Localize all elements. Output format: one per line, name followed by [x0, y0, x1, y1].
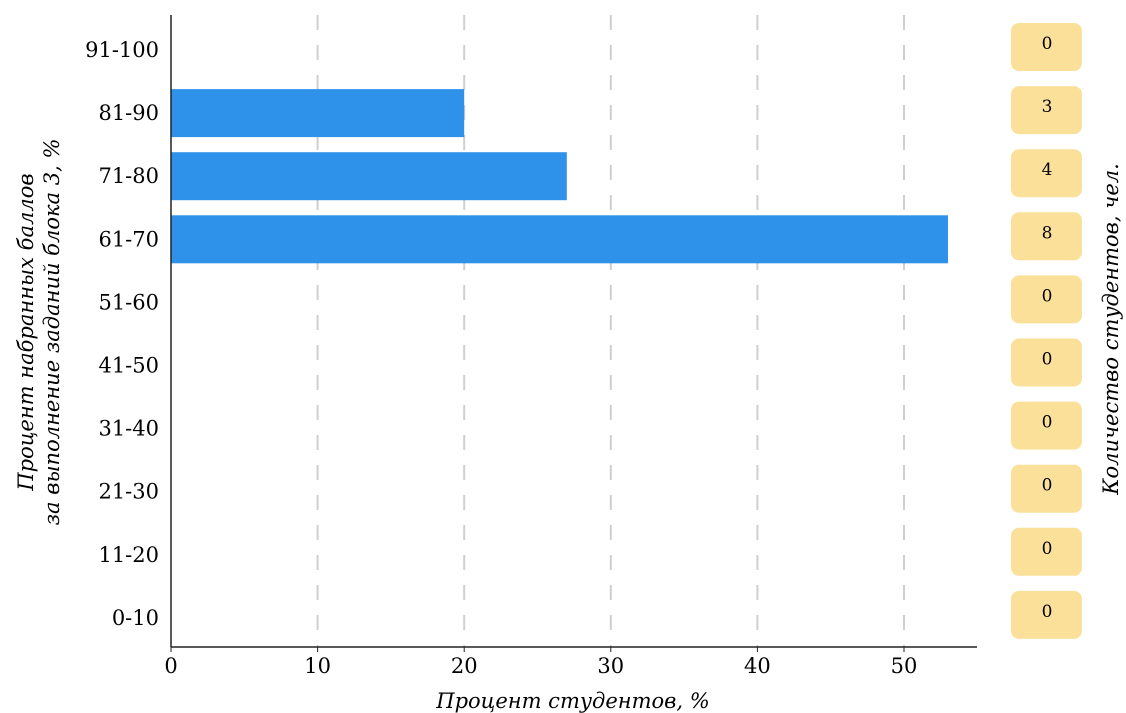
- x-tick-label: 30: [597, 654, 624, 678]
- count-label: 4: [1042, 160, 1053, 180]
- x-tick-label: 40: [744, 654, 771, 678]
- y-tick-label: 11-20: [98, 543, 159, 567]
- y-tick-label: 0-10: [112, 606, 159, 630]
- x-tick-label: 10: [304, 654, 331, 678]
- bar: [171, 89, 465, 138]
- count-label: 0: [1042, 602, 1053, 622]
- count-badge: [1011, 338, 1082, 387]
- bars: [171, 89, 948, 264]
- count-label: 3: [1042, 97, 1053, 117]
- count-badge: [1011, 401, 1082, 450]
- y-tick-label: 61-70: [98, 227, 159, 251]
- count-badge: [1011, 149, 1082, 198]
- bar: [171, 152, 567, 201]
- right-axis-title: Количество студентов, чел.: [1099, 163, 1123, 496]
- count-label: 0: [1042, 286, 1053, 306]
- count-badge: [1011, 23, 1082, 71]
- y-tick-label: 31-40: [98, 417, 159, 441]
- y-tick-label: 21-30: [98, 480, 159, 504]
- x-tick-label: 20: [451, 654, 478, 678]
- y-tick-labels: 91-100 81-90 71-80 61-70 51-60 41-50 31-40 21-3…: [85, 38, 159, 630]
- y-tick-label: 51-60: [98, 290, 159, 314]
- y-tick-label: 81-90: [98, 101, 159, 125]
- count-badge: [1011, 527, 1082, 576]
- count-label: 0: [1042, 350, 1053, 370]
- x-tick-label: 0: [164, 654, 177, 678]
- count-badge: [1011, 590, 1082, 639]
- count-label: 0: [1042, 413, 1053, 433]
- x-axis-title: Процент студентов, %: [435, 689, 709, 713]
- bar: [171, 215, 948, 264]
- count-label: 0: [1042, 539, 1053, 559]
- count-badge: [1011, 86, 1082, 135]
- axes: [170, 15, 977, 648]
- y-tick-label: 91-100: [85, 38, 159, 62]
- x-tick-label: 50: [891, 654, 918, 678]
- count-badge: [1011, 275, 1082, 324]
- count-badge: [1011, 212, 1082, 261]
- y-tick-label: 41-50: [98, 354, 159, 378]
- y-axis-title-line2: за выполнение заданий блока 3, %: [40, 139, 64, 526]
- y-tick-label: 71-80: [98, 164, 159, 188]
- count-label: 0: [1042, 34, 1053, 54]
- x-tick-labels: 0 10 20 30 40 50: [164, 647, 917, 678]
- count-label: 0: [1042, 476, 1053, 496]
- count-badges: 0 3 4 8 0 0 0 0 0 0: [1011, 23, 1082, 639]
- y-axis-title-line1: Процент набранных баллов: [14, 173, 38, 491]
- count-label: 8: [1042, 223, 1053, 243]
- count-badge: [1011, 464, 1082, 513]
